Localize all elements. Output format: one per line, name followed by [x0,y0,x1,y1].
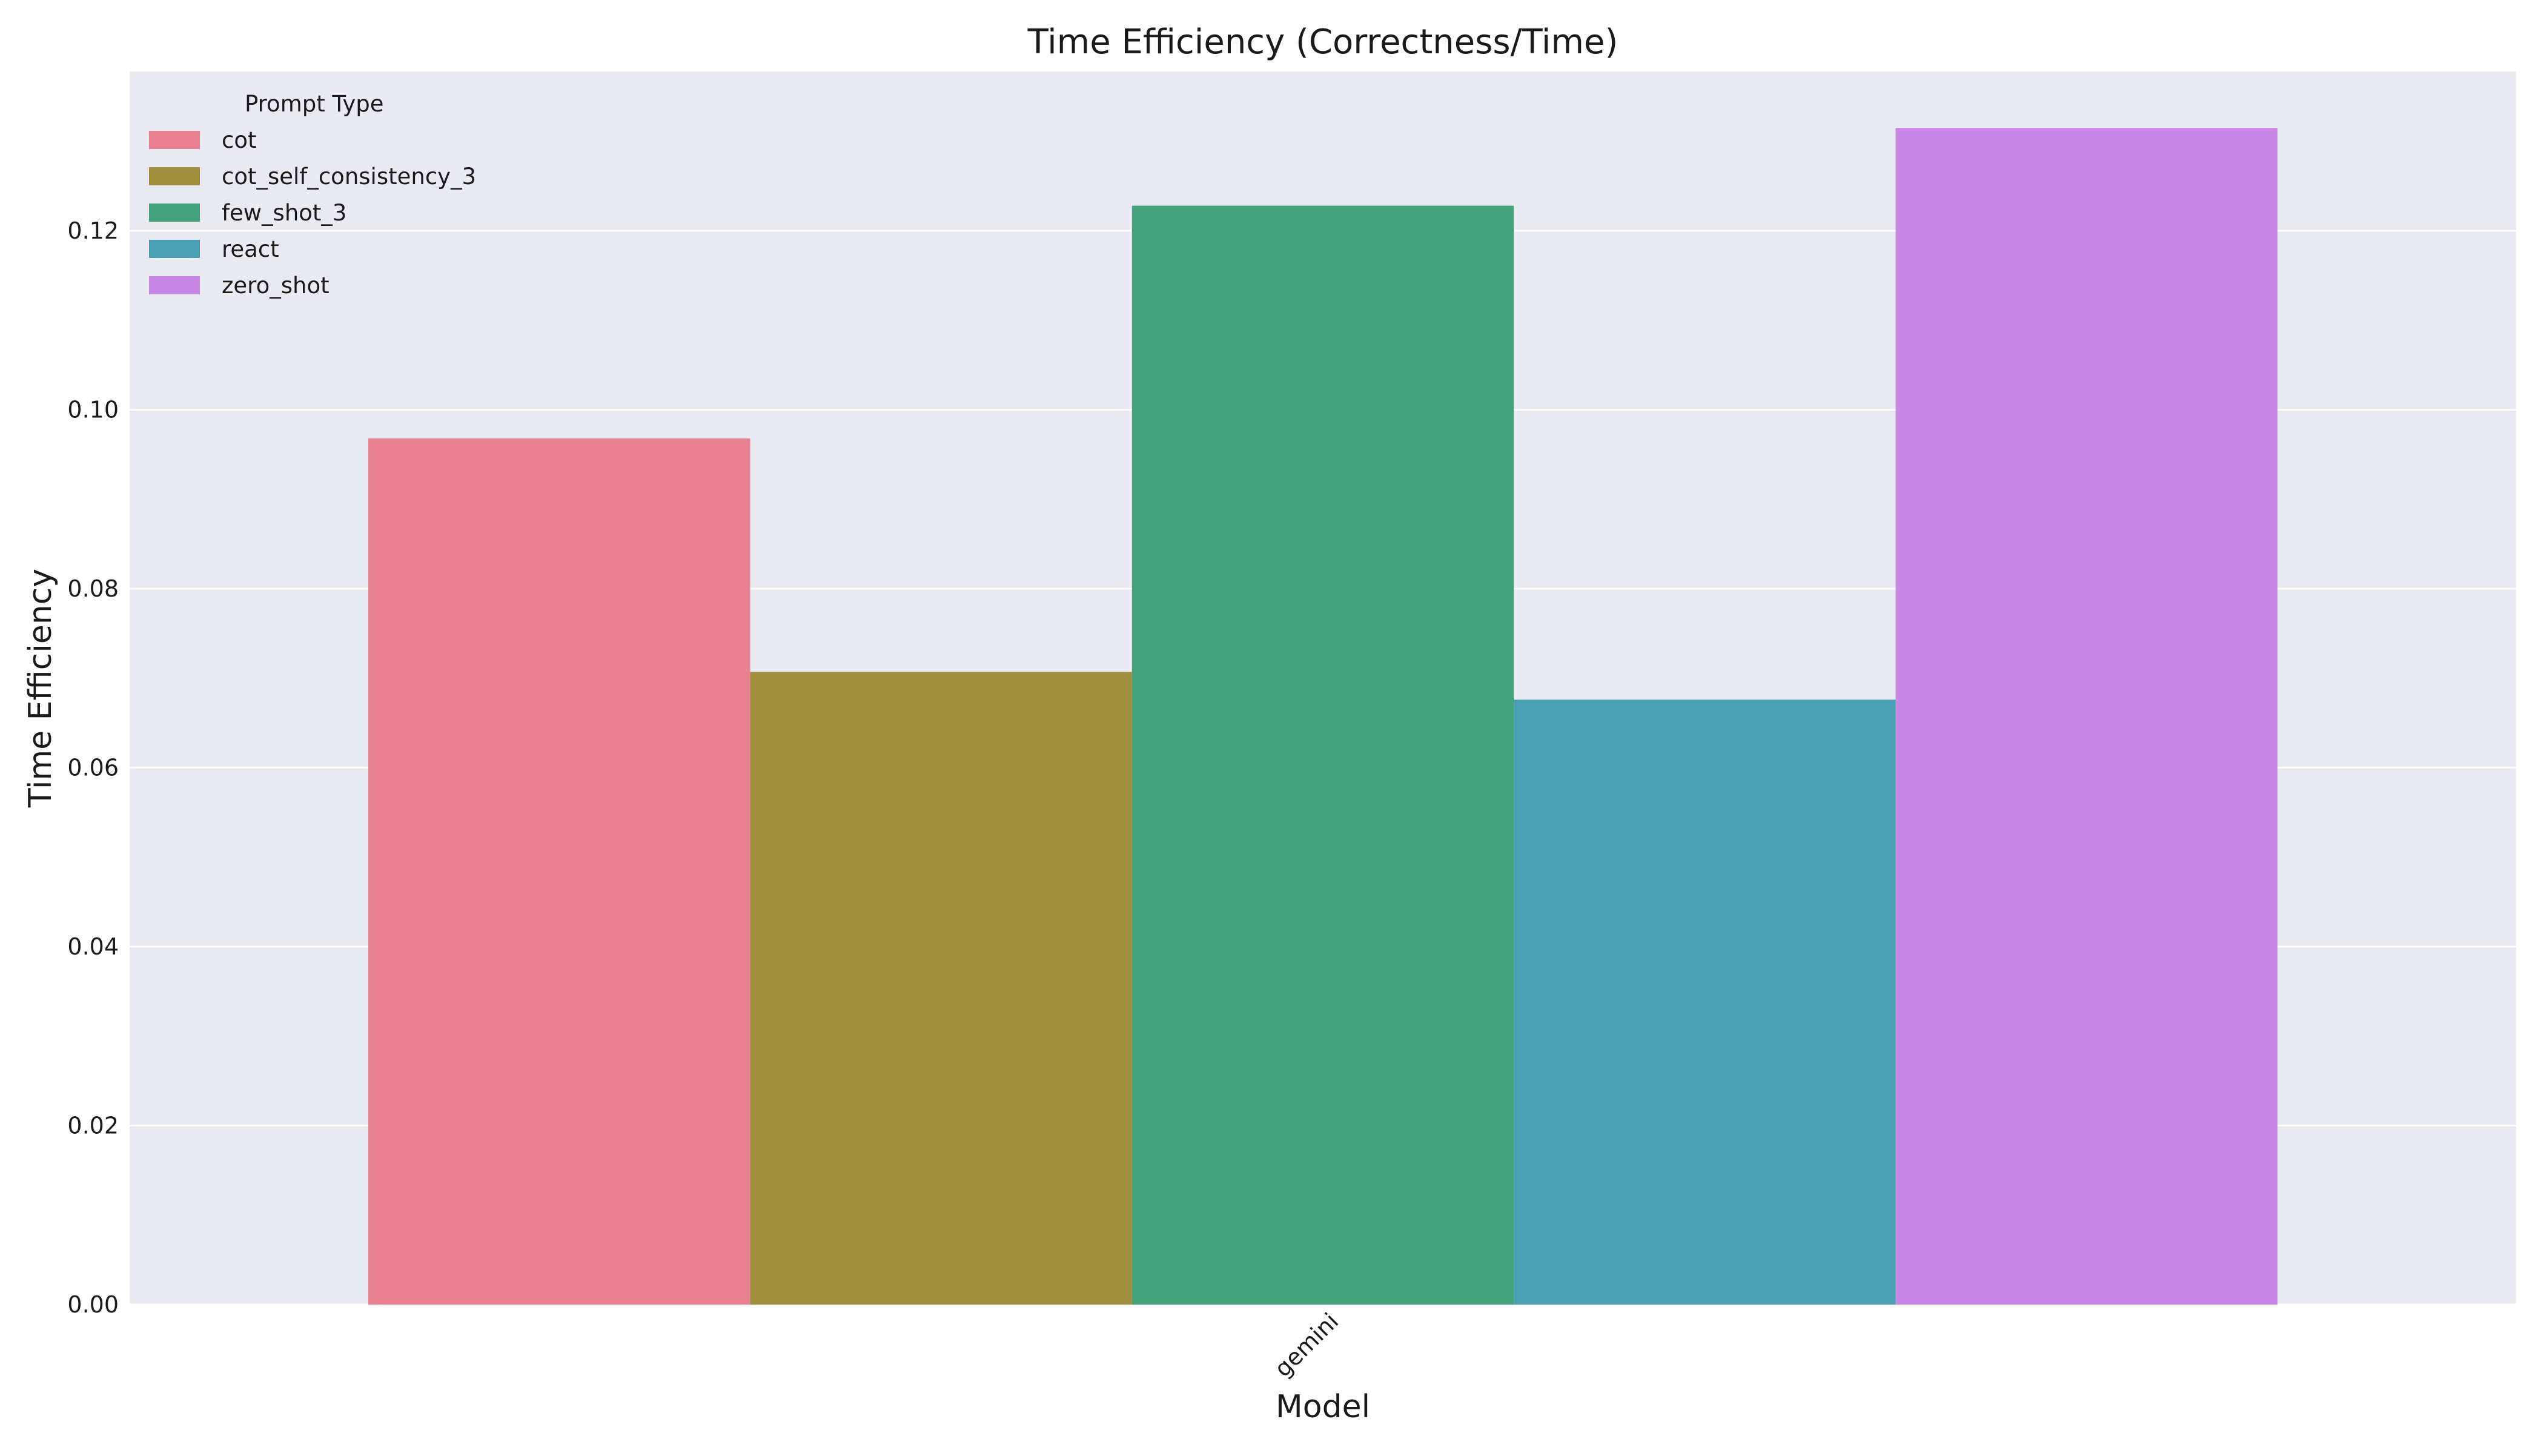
bar-few-shot-3 [1131,205,1514,1305]
y-tick-label: 0.12 [67,217,119,244]
legend-label: few_shot_3 [222,200,346,226]
legend-swatch [149,131,200,149]
legend-label: cot_self_consistency_3 [222,164,476,190]
legend-label: react [222,236,279,262]
bar-react [1514,700,1896,1305]
x-tick-label: gemini [1270,1308,1344,1382]
legend-label: cot [222,127,257,153]
legend: Prompt Type cot cot_self_consistency_3few… [149,91,476,299]
legend-swatch [149,204,200,222]
y-tick-labels: 0.00 0.02 0.04 0.06 0.08 0.10 0.12 [67,217,119,1318]
x-tick-labels: gemini [1270,1308,1344,1382]
bars [368,128,2277,1305]
y-tick-label: 0.08 [67,575,119,602]
legend-swatch [149,167,200,185]
y-tick-label: 0.10 [67,396,119,423]
legend-label: zero_shot [222,273,330,299]
y-tick-label: 0.06 [67,754,119,781]
chart-title: Time Efficiency (Correctness/Time) [1027,22,1618,62]
legend-swatch [149,240,200,258]
bar-zero-shot [1895,128,2277,1305]
legend-swatch [149,276,200,294]
y-tick-label: 0.00 [67,1291,119,1318]
bar-cot [368,438,750,1305]
x-axis-label: Model [1276,1389,1370,1425]
bar-cot-self-consistency-3 [750,672,1132,1305]
y-tick-label: 0.04 [67,933,119,960]
y-tick-label: 0.02 [67,1112,119,1139]
y-axis-label: Time Efficiency [22,569,59,808]
legend-title: Prompt Type [245,91,383,117]
